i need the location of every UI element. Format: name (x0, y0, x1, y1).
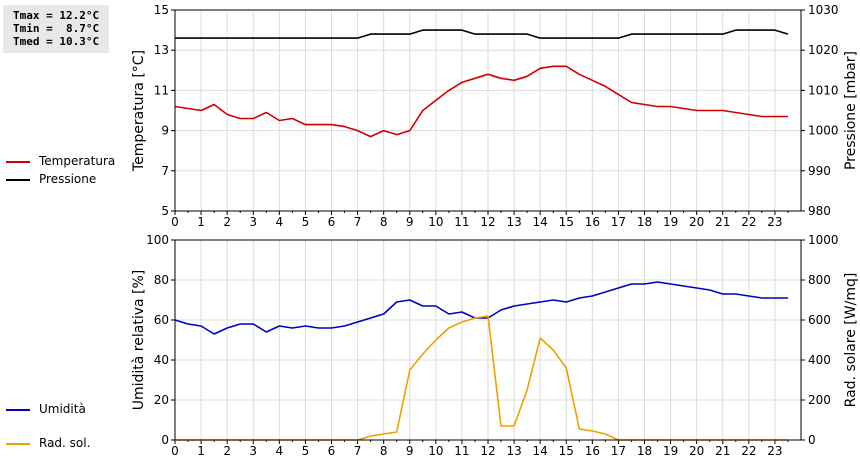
panel1-xtick-label: 13 (506, 215, 521, 229)
panel1-xtick-label: 23 (767, 215, 782, 229)
panel1-ytick-right-label: 1030 (808, 3, 839, 17)
panel2-xtick-label: 14 (533, 444, 548, 458)
panel1-series-temperatura (174, 65, 788, 138)
panel1-xtick-label: 16 (585, 215, 600, 229)
panel1-xtick-label: 21 (715, 215, 730, 229)
panel1-xtick-label: 4 (276, 215, 284, 229)
legend-swatch-radsol (6, 443, 30, 445)
panel2-xtick-label: 2 (223, 444, 231, 458)
stat-tmax: Tmax = 12.2°C (13, 9, 100, 22)
panel2-ytick-left-label: 100 (146, 233, 169, 247)
panel2-xtick-label: 7 (354, 444, 362, 458)
panel2-xtick-label: 23 (767, 444, 782, 458)
panel1-xtick-label: 10 (428, 215, 443, 229)
panel1-ytick-right-label: 1000 (808, 124, 839, 138)
panel1-ytick-right-label: 1020 (808, 43, 839, 57)
panel2-xtick-label: 5 (302, 444, 310, 458)
panel2-ytick-right-label: 200 (808, 393, 831, 407)
panel1-xtick-label: 12 (480, 215, 495, 229)
panel2-ylabel-left: Umidità relativa [%] (131, 270, 147, 411)
panel2-plot-frame (174, 239, 802, 441)
panel1-xtick-label: 8 (380, 215, 388, 229)
panel1-ytick-left-label: 7 (161, 164, 169, 178)
panel2-ytick-right-label: 800 (808, 273, 831, 287)
panel1-series-pressione (175, 29, 789, 39)
panel2-series-rad-sol (175, 315, 788, 441)
panel2-xtick-label: 20 (689, 444, 704, 458)
panel2-xtick-label: 18 (637, 444, 652, 458)
panel1-ytick-left-label: 9 (161, 124, 169, 138)
panel2-xtick-label: 12 (480, 444, 495, 458)
legend-label-radsol: Rad. sol. (39, 436, 91, 450)
panel2-xtick-label: 16 (585, 444, 600, 458)
panel1-xtick-label: 19 (663, 215, 678, 229)
legend-swatch-pressione (6, 179, 30, 181)
panel1-xtick-label: 22 (741, 215, 756, 229)
panel2-ytick-right-label: 600 (808, 313, 831, 327)
panel2-xtick-label: 3 (249, 444, 257, 458)
panel1-xtick-label: 9 (406, 215, 414, 229)
panel1-ylabel-left: Temperatura [°C] (131, 50, 147, 172)
panel2-ylabel-right: Rad. solare [W/mq] (843, 273, 859, 408)
panel1-xtick-label: 5 (302, 215, 310, 229)
legend-swatch-temperatura (6, 161, 30, 163)
panel1-xtick-label: 11 (454, 215, 469, 229)
legend-label-temperatura: Temperatura (39, 154, 116, 168)
panel1-ylabel-right: Pressione [mbar] (843, 51, 859, 170)
panel1-xtick-label: 15 (559, 215, 574, 229)
panel2-ytick-left-label: 0 (161, 433, 169, 447)
panel1-xtick-label: 0 (171, 215, 179, 229)
panel2-ytick-left-label: 40 (154, 353, 169, 367)
panel2-xtick-label: 1 (197, 444, 205, 458)
panel2-xtick-label: 9 (406, 444, 414, 458)
panel2-ytick-right-label: 400 (808, 353, 831, 367)
panel1-xtick-label: 7 (354, 215, 362, 229)
panel2-xtick-label: 21 (715, 444, 730, 458)
panel2-ytick-right-label: 0 (808, 433, 816, 447)
panel1-ytick-left-label: 5 (161, 204, 169, 218)
panel2-xtick-label: 0 (171, 444, 179, 458)
panel1-xtick-label: 14 (533, 215, 548, 229)
panel1-ytick-right-label: 980 (808, 204, 831, 218)
panel2-xtick-label: 8 (380, 444, 388, 458)
stat-tmin: Tmin = 8.7°C (13, 22, 100, 35)
panel2-ytick-left-label: 60 (154, 313, 169, 327)
stats-box: Tmax = 12.2°C Tmin = 8.7°C Tmed = 10.3°C (3, 5, 109, 53)
panel1-ytick-left-label: 11 (154, 83, 169, 97)
panel1-xtick-label: 1 (197, 215, 205, 229)
panel2-xtick-label: 19 (663, 444, 678, 458)
panel1-plot-frame (174, 9, 802, 212)
panel2-xtick-label: 11 (454, 444, 469, 458)
panel1-xtick-label: 6 (328, 215, 336, 229)
panel2-xtick-label: 15 (559, 444, 574, 458)
stat-tmed: Tmed = 10.3°C (13, 35, 100, 48)
panel1-ytick-right-label: 1010 (808, 83, 839, 97)
legend-label-pressione: Pressione (39, 172, 97, 186)
panel2-xtick-label: 10 (428, 444, 443, 458)
panel2-xtick-label: 6 (328, 444, 336, 458)
panel1-xtick-label: 17 (611, 215, 626, 229)
panel2-ytick-right-label: 1000 (808, 233, 839, 247)
panel1-xtick-label: 2 (223, 215, 231, 229)
panel1-xtick-label: 18 (637, 215, 652, 229)
panel1-ytick-right-label: 990 (808, 164, 831, 178)
panel1-xtick-label: 20 (689, 215, 704, 229)
panel2-xtick-label: 4 (276, 444, 284, 458)
panel1-ytick-left-label: 15 (154, 3, 169, 17)
panel2-xtick-label: 17 (611, 444, 626, 458)
panel2-ytick-left-label: 20 (154, 393, 169, 407)
legend-label-umidita: Umidità (39, 402, 86, 416)
panel2-ytick-left-label: 80 (154, 273, 169, 287)
panel2-xtick-label: 13 (506, 444, 521, 458)
panel2-series-umidit (174, 281, 788, 335)
panel1-xtick-label: 3 (249, 215, 257, 229)
legend-swatch-umidita (6, 409, 30, 411)
panel1-ytick-left-label: 13 (154, 43, 169, 57)
panel2-xtick-label: 22 (741, 444, 756, 458)
